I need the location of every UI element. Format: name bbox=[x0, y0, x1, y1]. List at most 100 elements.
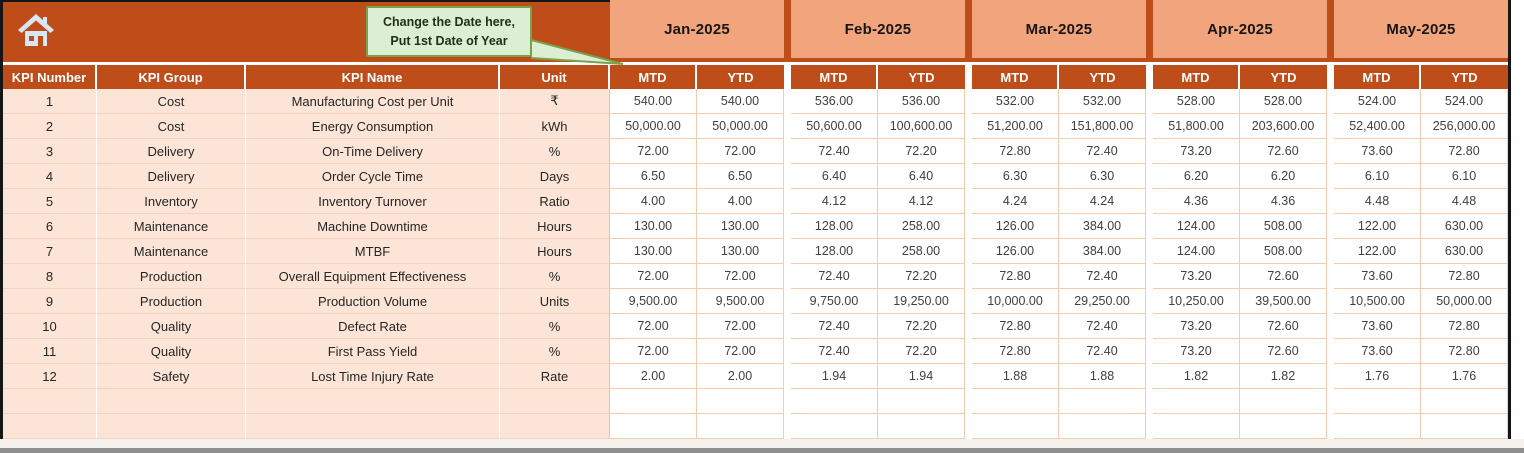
cell-kpi-name[interactable]: Inventory Turnover bbox=[246, 189, 500, 214]
cell-unit[interactable]: % bbox=[500, 339, 610, 364]
cell-kpi-group[interactable]: Production bbox=[97, 264, 246, 289]
month-header-feb[interactable]: Feb-2025 bbox=[791, 0, 965, 62]
cell-value[interactable]: 1.76 bbox=[1421, 364, 1508, 389]
cell-value[interactable]: 122.00 bbox=[1334, 239, 1421, 264]
cell-value[interactable]: 128.00 bbox=[791, 214, 878, 239]
cell-kpi-number[interactable]: 1 bbox=[3, 89, 97, 114]
cell-value[interactable]: 4.36 bbox=[1240, 189, 1327, 214]
cell-kpi-number[interactable]: 5 bbox=[3, 189, 97, 214]
cell-kpi-number[interactable]: 3 bbox=[3, 139, 97, 164]
cell-value[interactable] bbox=[1059, 414, 1146, 439]
cell-value[interactable]: 130.00 bbox=[697, 239, 784, 264]
cell-value[interactable]: 4.36 bbox=[1153, 189, 1240, 214]
cell-value[interactable]: 528.00 bbox=[1153, 89, 1240, 114]
cell-kpi-group[interactable]: Safety bbox=[97, 364, 246, 389]
cell-kpi-group[interactable]: Inventory bbox=[97, 189, 246, 214]
cell-value[interactable]: 73.20 bbox=[1153, 264, 1240, 289]
cell-kpi-name[interactable]: First Pass Yield bbox=[246, 339, 500, 364]
cell-unit[interactable]: Units bbox=[500, 289, 610, 314]
cell-value[interactable] bbox=[1421, 414, 1508, 439]
cell-value[interactable]: 524.00 bbox=[1421, 89, 1508, 114]
cell-unit[interactable] bbox=[500, 414, 610, 439]
cell-value[interactable]: 9,500.00 bbox=[610, 289, 697, 314]
cell-value[interactable]: 6.20 bbox=[1240, 164, 1327, 189]
cell-value[interactable]: 29,250.00 bbox=[1059, 289, 1146, 314]
cell-value[interactable]: 73.20 bbox=[1153, 314, 1240, 339]
cell-value[interactable]: 51,200.00 bbox=[972, 114, 1059, 139]
cell-value[interactable]: 72.80 bbox=[1421, 139, 1508, 164]
cell-value[interactable]: 72.00 bbox=[697, 264, 784, 289]
cell-value[interactable]: 508.00 bbox=[1240, 214, 1327, 239]
cell-value[interactable]: 126.00 bbox=[972, 239, 1059, 264]
cell-value[interactable]: 2.00 bbox=[610, 364, 697, 389]
cell-kpi-group[interactable]: Cost bbox=[97, 89, 246, 114]
cell-value[interactable]: 52,400.00 bbox=[1334, 114, 1421, 139]
cell-unit[interactable]: kWh bbox=[500, 114, 610, 139]
cell-value[interactable] bbox=[697, 414, 784, 439]
cell-value[interactable]: 630.00 bbox=[1421, 239, 1508, 264]
cell-value[interactable]: 524.00 bbox=[1334, 89, 1421, 114]
cell-value[interactable]: 384.00 bbox=[1059, 239, 1146, 264]
cell-kpi-group[interactable] bbox=[97, 389, 246, 414]
month-header-jan[interactable]: Jan-2025 bbox=[610, 0, 784, 62]
cell-kpi-group[interactable]: Delivery bbox=[97, 164, 246, 189]
cell-unit[interactable]: Ratio bbox=[500, 189, 610, 214]
cell-value[interactable] bbox=[610, 414, 697, 439]
cell-value[interactable]: 72.20 bbox=[878, 339, 965, 364]
cell-kpi-group[interactable]: Maintenance bbox=[97, 239, 246, 264]
cell-kpi-name[interactable]: Manufacturing Cost per Unit bbox=[246, 89, 500, 114]
cell-value[interactable]: 1.82 bbox=[1240, 364, 1327, 389]
cell-value[interactable]: 72.00 bbox=[697, 339, 784, 364]
cell-value[interactable]: 256,000.00 bbox=[1421, 114, 1508, 139]
cell-value[interactable]: 4.12 bbox=[878, 189, 965, 214]
cell-value[interactable]: 39,500.00 bbox=[1240, 289, 1327, 314]
cell-value[interactable]: 73.60 bbox=[1334, 314, 1421, 339]
cell-value[interactable]: 126.00 bbox=[972, 214, 1059, 239]
cell-kpi-name[interactable]: Overall Equipment Effectiveness bbox=[246, 264, 500, 289]
cell-kpi-group[interactable]: Cost bbox=[97, 114, 246, 139]
cell-value[interactable]: 50,000.00 bbox=[610, 114, 697, 139]
cell-value[interactable] bbox=[1334, 414, 1421, 439]
cell-value[interactable]: 10,250.00 bbox=[1153, 289, 1240, 314]
cell-value[interactable]: 4.48 bbox=[1421, 189, 1508, 214]
home-button[interactable] bbox=[16, 11, 56, 51]
cell-value[interactable]: 130.00 bbox=[610, 214, 697, 239]
cell-kpi-group[interactable]: Delivery bbox=[97, 139, 246, 164]
cell-value[interactable]: 122.00 bbox=[1334, 214, 1421, 239]
cell-value[interactable]: 72.80 bbox=[972, 139, 1059, 164]
cell-value[interactable]: 72.40 bbox=[1059, 314, 1146, 339]
cell-value[interactable]: 51,800.00 bbox=[1153, 114, 1240, 139]
cell-kpi-name[interactable]: Production Volume bbox=[246, 289, 500, 314]
cell-value[interactable]: 73.20 bbox=[1153, 139, 1240, 164]
cell-value[interactable]: 72.40 bbox=[791, 314, 878, 339]
cell-value[interactable]: 203,600.00 bbox=[1240, 114, 1327, 139]
cell-kpi-number[interactable] bbox=[3, 414, 97, 439]
cell-value[interactable]: 73.60 bbox=[1334, 264, 1421, 289]
cell-kpi-name[interactable]: Lost Time Injury Rate bbox=[246, 364, 500, 389]
cell-unit[interactable]: % bbox=[500, 314, 610, 339]
cell-kpi-name[interactable]: On-Time Delivery bbox=[246, 139, 500, 164]
cell-value[interactable] bbox=[1240, 414, 1327, 439]
cell-value[interactable]: 6.30 bbox=[972, 164, 1059, 189]
cell-value[interactable] bbox=[972, 414, 1059, 439]
cell-value[interactable] bbox=[791, 389, 878, 414]
cell-value[interactable]: 6.20 bbox=[1153, 164, 1240, 189]
cell-kpi-group[interactable] bbox=[97, 414, 246, 439]
cell-value[interactable] bbox=[1421, 389, 1508, 414]
month-header-mar[interactable]: Mar-2025 bbox=[972, 0, 1146, 62]
cell-unit[interactable]: Hours bbox=[500, 239, 610, 264]
cell-value[interactable]: 151,800.00 bbox=[1059, 114, 1146, 139]
cell-value[interactable]: 73.20 bbox=[1153, 339, 1240, 364]
cell-value[interactable]: 72.20 bbox=[878, 264, 965, 289]
cell-kpi-group[interactable]: Production bbox=[97, 289, 246, 314]
cell-value[interactable]: 6.40 bbox=[791, 164, 878, 189]
cell-value[interactable]: 50,600.00 bbox=[791, 114, 878, 139]
cell-value[interactable] bbox=[1334, 389, 1421, 414]
cell-value[interactable]: 72.40 bbox=[791, 339, 878, 364]
cell-value[interactable]: 73.60 bbox=[1334, 339, 1421, 364]
cell-value[interactable]: 72.40 bbox=[1059, 339, 1146, 364]
cell-value[interactable] bbox=[972, 389, 1059, 414]
cell-value[interactable]: 4.48 bbox=[1334, 189, 1421, 214]
cell-value[interactable]: 9,750.00 bbox=[791, 289, 878, 314]
cell-value[interactable]: 630.00 bbox=[1421, 214, 1508, 239]
